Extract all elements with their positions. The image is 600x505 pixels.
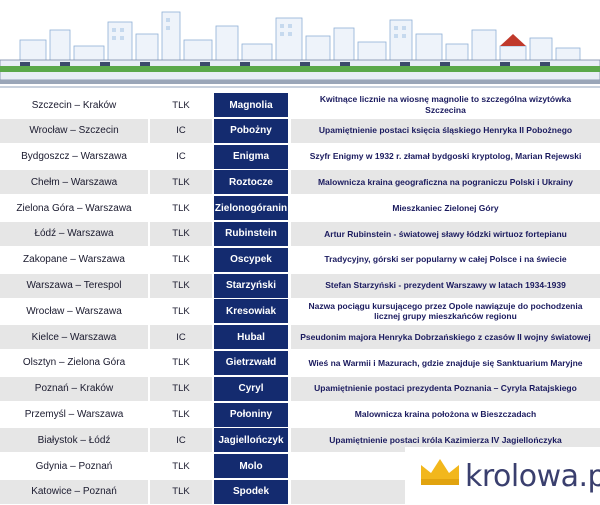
train-type-cell: TLK (150, 221, 212, 246)
train-name-cell: Jagiellończyk (214, 428, 288, 453)
route-cell: Wrocław – Warszawa (0, 299, 148, 324)
description-cell: Nazwa pociągu kursującego przez Opole na… (291, 299, 600, 324)
train-type-cell: TLK (150, 299, 212, 324)
table-row: Przemyśl – Warszawa TLK Połoniny Malownicza… (0, 402, 600, 428)
description-cell: Malownicza kraina geograficzna na pogran… (291, 170, 600, 195)
train-name-cell: Rubinstein (214, 221, 288, 246)
route-cell: Wrocław – Szczecin (0, 118, 148, 143)
route-cell: Przemyśl – Warszawa (0, 402, 148, 427)
route-cell: Gdynia – Poznań (0, 454, 148, 479)
train-type-cell: TLK (150, 273, 212, 298)
crown-icon (421, 459, 459, 485)
description-cell: Artur Rubinstein - światowej sławy łódzk… (291, 221, 600, 246)
route-cell: Kielce – Warszawa (0, 325, 148, 350)
header-banner (0, 0, 600, 92)
route-cell: Zakopane – Warszawa (0, 247, 148, 272)
train-type-cell: IC (150, 118, 212, 143)
train-type-cell: TLK (150, 247, 212, 272)
train-name-cell: Cyryl (214, 376, 288, 401)
train-type-cell: TLK (150, 479, 212, 504)
table-row: Białystok – Łódź IC Jagiellończyk Upamiętni… (0, 427, 600, 453)
description-cell: Upamiętnienie postaci księcia śląskiego … (291, 118, 600, 143)
table-row: Kielce – Warszawa IC Hubal Pseudonim majora… (0, 324, 600, 350)
table-row: Łódź – Warszawa TLK Rubinstein Artur Rubins… (0, 221, 600, 247)
description-cell: Mieszkaniec Zielonej Góry (291, 196, 600, 221)
train-type-cell: TLK (150, 170, 212, 195)
city-train-illustration (0, 11, 600, 88)
table-row: Wrocław – Warszawa TLK Kresowiak Nazwa poci… (0, 298, 600, 324)
train-name-cell: Molo (214, 454, 288, 479)
route-cell: Katowice – Poznań (0, 479, 148, 504)
route-cell: Warszawa – Terespol (0, 273, 148, 298)
train-type-cell: TLK (150, 376, 212, 401)
table-row: Wrocław – Szczecin IC Pobożny Upamiętnienie… (0, 118, 600, 144)
train-name-cell: Spodek (214, 479, 288, 504)
train-name-cell: Oscypek (214, 247, 288, 272)
route-cell: Białystok – Łódź (0, 428, 148, 453)
table-row: Zakopane – Warszawa TLK Oscypek Tradycyjny,… (0, 247, 600, 273)
train-name-cell: Kresowiak (214, 299, 288, 324)
description-cell: Stefan Starzyński - prezydent Warszawy w… (291, 273, 600, 298)
train-name-cell: Pobożny (214, 118, 288, 143)
train-type-cell: TLK (150, 350, 212, 375)
train-type-cell: TLK (150, 402, 212, 427)
train-type-cell: TLK (150, 454, 212, 479)
train-name-cell: Enigma (214, 144, 288, 169)
train-type-cell: IC (150, 428, 212, 453)
table-row: Zielona Góra – Warszawa TLK Zielonogóranin… (0, 195, 600, 221)
brand-logo[interactable]: krolowa.pl (405, 447, 600, 505)
train-name-cell: Roztocze (214, 170, 288, 195)
train-name-cell: Starzyński (214, 273, 288, 298)
train-type-cell: IC (150, 144, 212, 169)
description-cell: Pseudonim majora Henryka Dobrzańskiego z… (291, 325, 600, 350)
route-cell: Bydgoszcz – Warszawa (0, 144, 148, 169)
table-row: Bydgoszcz – Warszawa IC Enigma Szyfr Enigmy… (0, 144, 600, 170)
train-names-table: Szczecin – Kraków TLK Magnolia Kwitnące lic… (0, 92, 600, 505)
train-type-cell: TLK (150, 196, 212, 221)
train-name-cell: Hubal (214, 325, 288, 350)
description-cell: Szyfr Enigmy w 1932 r. złamał bydgoski k… (291, 144, 600, 169)
description-cell: Tradycyjny, górski ser popularny w całej… (291, 247, 600, 272)
route-cell: Szczecin – Kraków (0, 93, 148, 117)
route-cell: Łódź – Warszawa (0, 221, 148, 246)
brand-name: krolowa.pl (465, 459, 600, 494)
route-cell: Olsztyn – Zielona Góra (0, 350, 148, 375)
train-name-cell: Gietrzwałd (214, 350, 288, 375)
train-name-cell: Połoniny (214, 402, 288, 427)
route-cell: Chełm – Warszawa (0, 170, 148, 195)
train-type-cell: IC (150, 325, 212, 350)
table-row: Chełm – Warszawa TLK Roztocze Malownicza kr… (0, 169, 600, 195)
description-cell: Wieś na Warmii i Mazurach, gdzie znajduj… (291, 350, 600, 375)
table-row: Olsztyn – Zielona Góra TLK Gietrzwałd Wieś … (0, 350, 600, 376)
train-name-cell: Zielonogóranin (214, 196, 288, 221)
description-cell: Kwitnące licznie na wiosnę magnolie to s… (291, 93, 600, 117)
description-cell: Upamiętnienie postaci prezydenta Poznani… (291, 376, 600, 401)
description-cell: Malownicza kraina położona w Bieszczadac… (291, 402, 600, 427)
table-row: Poznań – Kraków TLK Cyryl Upamiętnienie pos… (0, 376, 600, 402)
route-cell: Poznań – Kraków (0, 376, 148, 401)
table-row: Szczecin – Kraków TLK Magnolia Kwitnące lic… (0, 92, 600, 118)
train-type-cell: TLK (150, 93, 212, 117)
route-cell: Zielona Góra – Warszawa (0, 196, 148, 221)
train-name-cell: Magnolia (214, 93, 288, 117)
table-row: Warszawa – Terespol TLK Starzyński Stefan S… (0, 273, 600, 299)
